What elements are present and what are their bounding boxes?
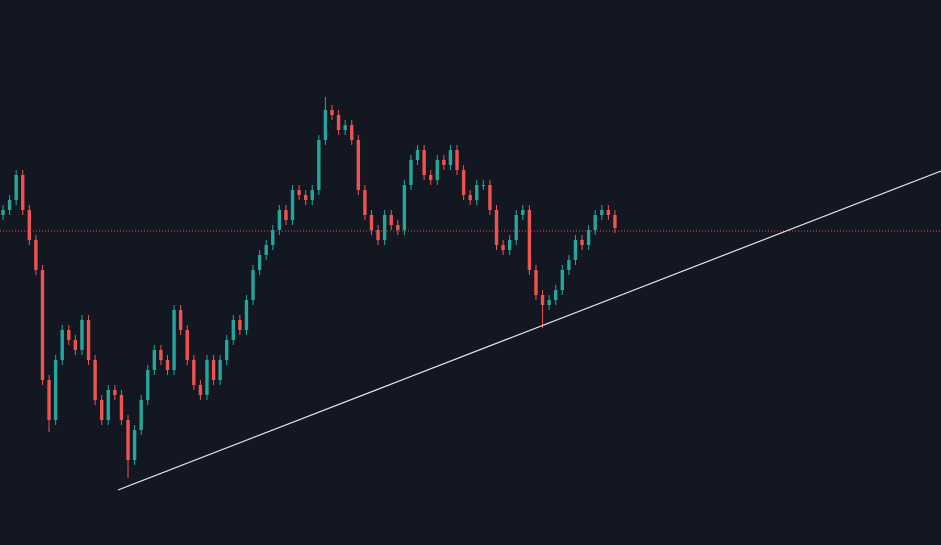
candle-body — [343, 125, 347, 130]
candle-body — [422, 150, 426, 175]
candle-body — [415, 150, 420, 160]
candle-body — [165, 360, 170, 370]
candle-body — [567, 260, 571, 270]
candle-body — [277, 210, 282, 230]
candle-body — [382, 215, 387, 240]
candle-body — [27, 210, 32, 240]
candle-body — [448, 150, 453, 165]
candle-body — [205, 360, 209, 395]
candle-body — [468, 195, 472, 200]
candle-body — [139, 400, 143, 430]
candle-body — [225, 340, 229, 360]
candle-body — [231, 320, 235, 340]
candle-body — [376, 230, 380, 240]
candle-body — [435, 160, 439, 180]
candle-body — [264, 245, 268, 255]
candle-body — [40, 270, 45, 380]
candle-body — [297, 190, 301, 195]
candle-body — [606, 210, 611, 215]
candle-body — [317, 140, 321, 190]
candle-body — [185, 330, 189, 360]
candle-body — [586, 230, 591, 245]
candle-body — [350, 125, 354, 140]
candle-body — [21, 175, 25, 210]
candle-body — [178, 310, 183, 330]
candle-body — [73, 340, 78, 350]
candle-body — [244, 300, 249, 330]
candle-body — [132, 430, 137, 460]
candle-body — [126, 420, 130, 460]
candle-body — [271, 230, 275, 245]
candle-body — [409, 160, 413, 185]
candle-body — [14, 175, 18, 200]
candle-body — [593, 215, 597, 230]
candle-body — [442, 160, 446, 165]
candle-body — [1, 210, 5, 215]
candle-body — [67, 330, 71, 340]
candle-body — [527, 210, 532, 270]
candle-body — [402, 185, 407, 230]
candle-body — [461, 170, 466, 195]
candle-body — [507, 240, 512, 250]
candle-body — [192, 360, 196, 385]
candle-body — [34, 240, 38, 270]
candle-body — [501, 245, 505, 250]
candle-body — [7, 200, 12, 210]
candles — [1, 97, 617, 478]
candle-body — [323, 110, 328, 140]
candle-body — [521, 210, 525, 215]
candle-body — [198, 385, 203, 395]
candle-body — [93, 360, 97, 400]
candle-body — [429, 175, 433, 180]
candle-body — [475, 185, 479, 200]
candle-body — [389, 215, 393, 225]
candle-body — [284, 210, 288, 220]
candle-body — [80, 320, 84, 350]
trend-line — [117, 170, 941, 491]
candle-body — [251, 270, 255, 300]
candle-body — [172, 310, 176, 370]
candle-body — [580, 240, 584, 245]
candle-body — [53, 360, 58, 420]
candle-body — [238, 320, 242, 330]
candle-body — [481, 185, 486, 186]
candle-body — [455, 150, 459, 170]
candle-body — [159, 350, 163, 360]
candle-body — [600, 210, 604, 215]
candle-body — [119, 395, 124, 420]
candle-body — [514, 215, 518, 240]
candle-body — [47, 380, 51, 420]
candle-body — [356, 140, 361, 190]
candle-body — [573, 240, 578, 260]
candle-body — [257, 255, 262, 270]
candle-body — [494, 210, 499, 245]
candle-body — [363, 190, 367, 215]
candle-body — [534, 270, 538, 295]
candle-body — [330, 110, 334, 115]
candle-body — [211, 360, 216, 380]
candle-body — [547, 300, 551, 305]
candle-body — [488, 185, 492, 210]
candle-body — [369, 215, 374, 230]
candle-body — [613, 215, 617, 228]
candle-body — [336, 115, 341, 130]
candle-body — [303, 195, 308, 200]
candle-body — [540, 295, 545, 305]
candle-body — [290, 190, 295, 220]
candle-body — [60, 330, 64, 360]
candle-body — [152, 350, 157, 370]
candle-body — [560, 270, 564, 290]
candle-body — [554, 290, 558, 300]
candle-body — [100, 400, 104, 420]
candle-body — [86, 320, 91, 360]
candle-body — [113, 390, 117, 395]
candle-body — [310, 190, 314, 200]
candle-body — [106, 390, 110, 420]
candle-body — [218, 360, 222, 380]
candle-body — [396, 225, 400, 230]
candle-body — [146, 370, 150, 400]
